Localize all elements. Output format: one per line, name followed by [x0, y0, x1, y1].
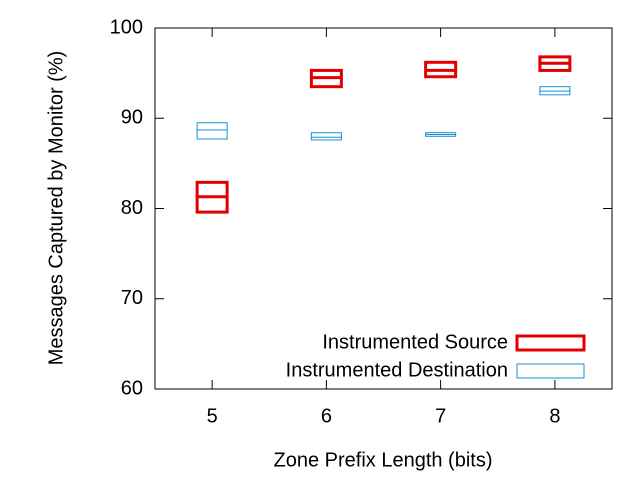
y-tick-label: 60 — [121, 377, 143, 399]
x-tick-label: 5 — [207, 405, 218, 427]
legend-swatch — [516, 363, 585, 379]
box — [310, 132, 342, 141]
y-axis-label: Messages Captured by Monitor (%) — [45, 51, 67, 366]
x-tick-label: 7 — [435, 405, 446, 427]
y-tick-label: 90 — [121, 107, 143, 129]
legend-swatch — [515, 334, 586, 352]
x-tick-label: 6 — [321, 405, 332, 427]
y-tick-label: 70 — [121, 287, 143, 309]
x-axis-label: Zone Prefix Length (bits) — [274, 449, 493, 471]
legend-label: Instrumented Source — [322, 331, 508, 353]
y-tick-label: 100 — [110, 16, 143, 38]
x-tick-label: 8 — [549, 405, 560, 427]
y-tick-label: 80 — [121, 197, 143, 219]
box — [196, 122, 228, 140]
legend-label: Instrumented Destination — [286, 359, 508, 381]
